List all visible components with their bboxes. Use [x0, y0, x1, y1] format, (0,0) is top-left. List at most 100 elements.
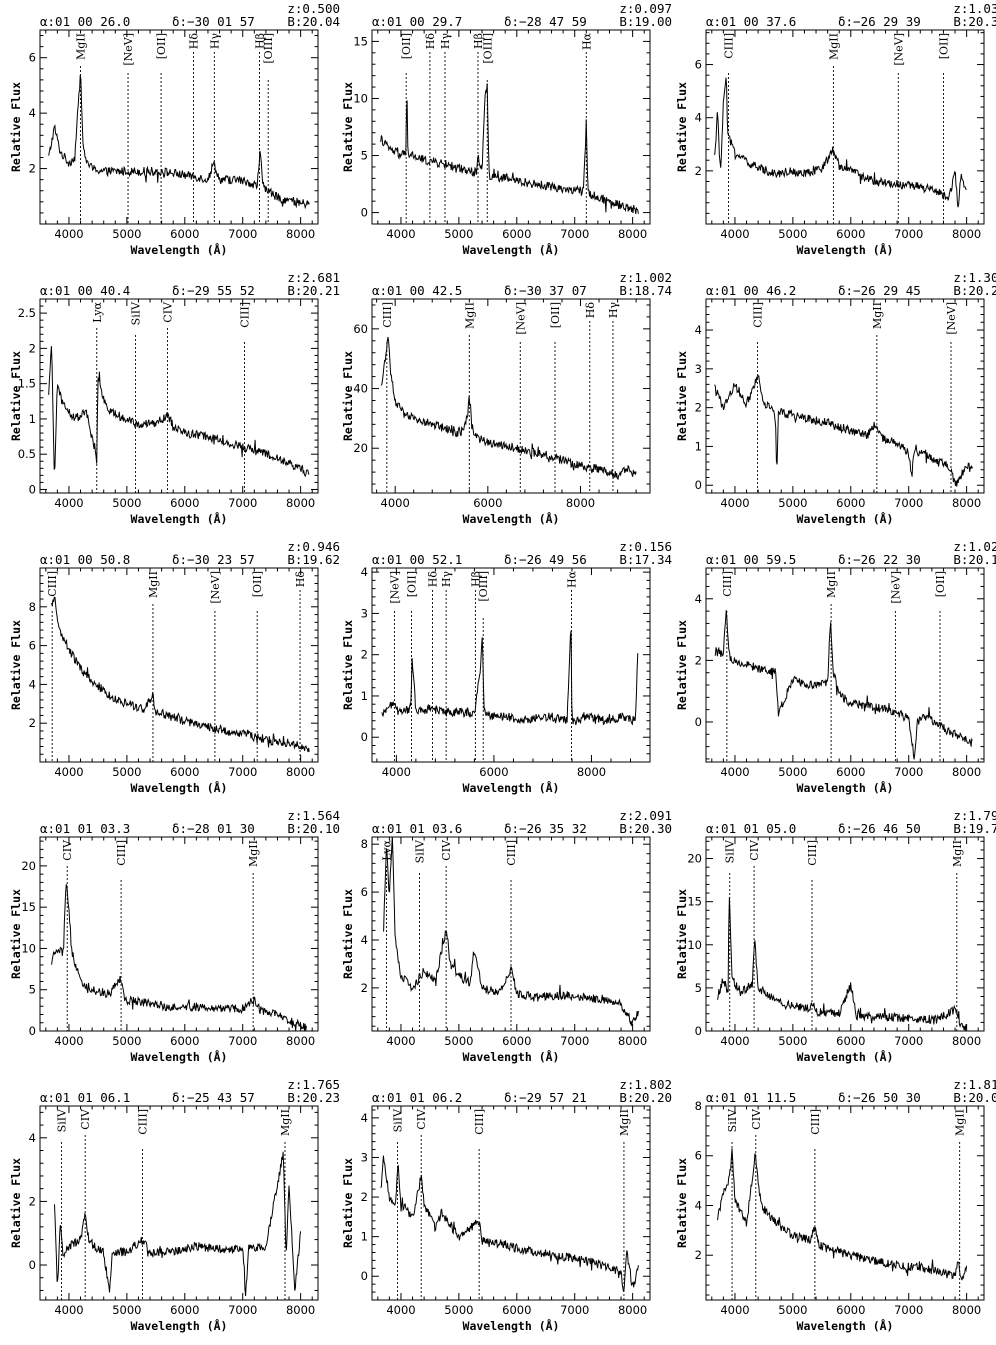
x-tick-label: 6000	[170, 765, 199, 779]
y-tick-label: 2	[361, 648, 368, 662]
x-tick-label: 8000	[952, 765, 981, 779]
x-axis-label: Wavelength (Å)	[463, 1049, 560, 1064]
x-tick-label: 4000	[386, 1034, 415, 1048]
redshift-label: z:1.038	[953, 1, 996, 16]
ra-label: α:01 00 46.2	[706, 283, 797, 298]
y-tick-label: 4	[695, 111, 702, 125]
x-ticks	[45, 30, 313, 224]
spectrum-plot: 4000 5000 6000 7000 8000 2 4 6 8 Wavelength (Å) Re…	[675, 1099, 985, 1333]
x-tick-label: 5000	[778, 765, 807, 779]
plot-frame	[371, 29, 651, 225]
spectrum-panel: z:1.815α:01 01 11.5δ:−26 50 30B:20.00400…	[674, 1076, 996, 1345]
emission-line-label: MgII	[463, 302, 476, 329]
redshift-label: z:1.815	[953, 1077, 996, 1092]
y-axis-label: Relative Flux	[341, 620, 355, 710]
dec-label: δ:−28 47 59	[504, 14, 587, 29]
x-tick-label: 4000	[54, 765, 83, 779]
ra-label: α:01 00 40.4	[40, 283, 131, 298]
bmag-label: B:20.20	[619, 1090, 672, 1105]
y-tick-label: 10	[687, 938, 702, 952]
emission-line-label: CIV	[161, 301, 174, 323]
plot-frame	[705, 1105, 985, 1301]
spectrum-plot: 4000 5000 6000 7000 8000 0 1 2 3 4 Wavelength (Å) R…	[675, 298, 985, 526]
x-tick-label: 4000	[54, 496, 83, 510]
y-tick-label: 2	[695, 653, 702, 667]
y-axis-label: Relative Flux	[9, 889, 23, 979]
x-tick-label: 8000	[618, 1034, 647, 1048]
x-tick-label: 6000	[502, 227, 531, 241]
ra-label: α:01 00 29.7	[372, 14, 463, 29]
ra-label: α:01 01 03.6	[372, 821, 463, 836]
y-tick-label: 20	[687, 852, 702, 866]
x-tick-label: 7000	[228, 496, 257, 510]
x-tick-label: 5000	[778, 1303, 807, 1317]
emission-line-label: CIV	[440, 839, 453, 861]
y-axis-label: Relative Flux	[9, 1158, 23, 1248]
x-tick-label: 8000	[286, 765, 315, 779]
y-tick-label: 2	[695, 1248, 702, 1262]
bmag-label: B:19.62	[287, 552, 340, 567]
x-tick-label: 6000	[836, 765, 865, 779]
x-axis-label: Wavelength (Å)	[797, 242, 894, 257]
x-tick-label: 5000	[112, 1303, 141, 1317]
y-tick-label: 2	[29, 1194, 36, 1208]
bmag-label: B:20.24	[953, 283, 996, 298]
x-axis-label: Wavelength (Å)	[463, 780, 560, 795]
y-tick-label: 6	[29, 51, 36, 65]
spectrum-plot: 4000 5000 6000 7000 8000 0 5 10 15 20 Wavelength (…	[9, 836, 319, 1064]
spectrum-line	[54, 1151, 302, 1297]
x-tick-label: 6000	[170, 227, 199, 241]
spectrum-line	[383, 837, 639, 1027]
spectrum-panel: z:1.038α:01 00 37.6δ:−26 29 39B:20.30400…	[674, 0, 996, 269]
emission-line-label: MgII	[75, 33, 88, 60]
bmag-label: B:19.70	[953, 821, 996, 836]
spectrum-panel: z:0.500 α:01 00 26.0 δ:−30 01 57 B:20.04 400…	[8, 0, 340, 269]
bmag-label: B:18.74	[619, 283, 672, 298]
x-tick-label: 8000	[952, 496, 981, 510]
x-tick-label: 8000	[577, 765, 606, 779]
emission-line-label: CIII]	[381, 302, 394, 328]
x-ticks	[711, 30, 979, 224]
x-ticks	[45, 299, 313, 493]
spectrum-panel: z:1.795α:01 01 05.0δ:−26 46 50B:19.70400…	[674, 807, 996, 1076]
x-axis-label: Wavelength (Å)	[797, 780, 894, 795]
dec-label: δ:−29 57 21	[504, 1090, 587, 1105]
plot-frame	[39, 298, 319, 494]
y-tick-label: 0	[29, 1258, 36, 1272]
x-tick-label: 6000	[502, 1303, 531, 1317]
x-tick-label: 7000	[560, 1303, 589, 1317]
spectrum-line	[51, 596, 310, 753]
y-tick-label: 4	[361, 933, 368, 947]
spectrum-plot: 4000 5000 6000 7000 8000 2 4 6 Wavelength (Å) Rel…	[9, 29, 319, 257]
redshift-label: z:2.681	[287, 270, 340, 285]
x-tick-label: 7000	[228, 1303, 257, 1317]
y-tick-label: 2	[695, 164, 702, 178]
y-tick-label: 3	[695, 362, 702, 376]
redshift-label: z:1.022	[953, 539, 996, 554]
y-tick-label: 6	[29, 639, 36, 653]
y-tick-label: 2	[29, 716, 36, 730]
emission-line-label: [OIII]	[477, 571, 490, 602]
x-tick-label: 5000	[444, 1034, 473, 1048]
x-axis-label: Wavelength (Å)	[131, 780, 228, 795]
emission-line-label: [OIII]	[262, 33, 275, 64]
y-tick-label: 6	[695, 1149, 702, 1163]
spectrum-plot: 4000 6000 8000 0 1 2 3 4 Wavelength (Å) Relative …	[341, 565, 651, 795]
spectrum-line	[714, 375, 973, 487]
ra-label: α:01 00 26.0	[40, 14, 131, 29]
y-axis-label: Relative Flux	[341, 82, 355, 172]
emission-line-label: CIV	[415, 1108, 428, 1130]
x-axis-label: Wavelength (Å)	[463, 242, 560, 257]
plot-frame	[371, 298, 651, 494]
redshift-label: z:1.305	[953, 270, 996, 285]
emission-line-label: Hγ	[607, 302, 620, 319]
dec-label: δ:−29 55 52	[172, 283, 255, 298]
spectrum-plot: 4000 5000 6000 7000 8000 2 4 6 8 Wavelength (Å) Re…	[9, 567, 319, 795]
emission-line-label: CIV	[748, 839, 761, 861]
y-ticks	[706, 1105, 984, 1296]
dec-label: δ:−26 46 50	[838, 821, 921, 836]
y-tick-label: 1.5	[18, 377, 36, 391]
x-tick-label: 7000	[228, 1034, 257, 1048]
ra-label: α:01 01 03.3	[40, 821, 131, 836]
